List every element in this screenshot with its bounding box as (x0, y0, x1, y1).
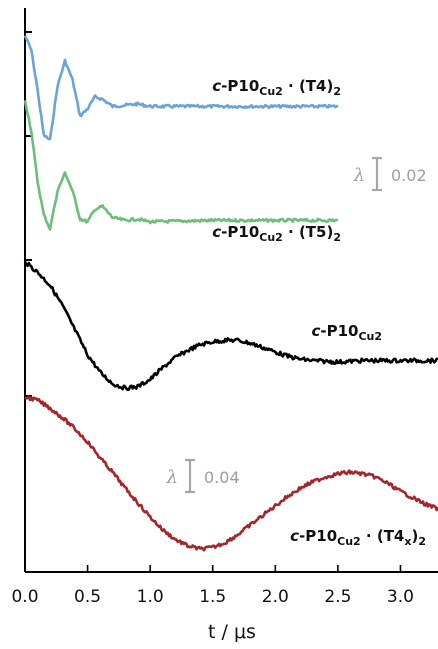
trace-line-0 (23, 35, 339, 141)
trace-line-2 (23, 260, 438, 392)
x-tick-label: 2.5 (324, 587, 351, 607)
x-tick-label: 3.0 (387, 587, 414, 607)
scale-bar-symbol: λ (353, 165, 365, 186)
scale-bar-value: 0.04 (204, 468, 240, 487)
x-tick-label: 1.0 (137, 587, 164, 607)
x-tick-label: 0.0 (11, 587, 38, 607)
x-tick-label: 0.5 (74, 587, 101, 607)
trace-label-1: c-P10Cu2 · (T5)2 (212, 223, 341, 244)
scale-bar-value: 0.02 (391, 166, 427, 185)
x-tick-label: 1.5 (199, 587, 226, 607)
trace-label-0: c-P10Cu2 · (T4)2 (212, 77, 341, 98)
trace-label-2: c-P10Cu2 (311, 322, 382, 343)
trace-line-1 (23, 100, 339, 231)
scale-bar-symbol: λ (166, 467, 178, 488)
trace-line-3 (24, 395, 438, 552)
annotations: c-P10Cu2 · (T4)2 c-P10Cu2 · (T5)2 c-P10Cu2… (166, 77, 427, 548)
trace-label-3: c-P10Cu2 · (T4x)2 (290, 527, 426, 548)
x-axis-label: t / μs (208, 621, 256, 643)
axes: 0.0 0.5 1.0 1.5 2.0 2.5 3.0 t / μs (11, 8, 438, 643)
x-tick-label: 2.0 (262, 587, 289, 607)
traces (23, 35, 438, 552)
